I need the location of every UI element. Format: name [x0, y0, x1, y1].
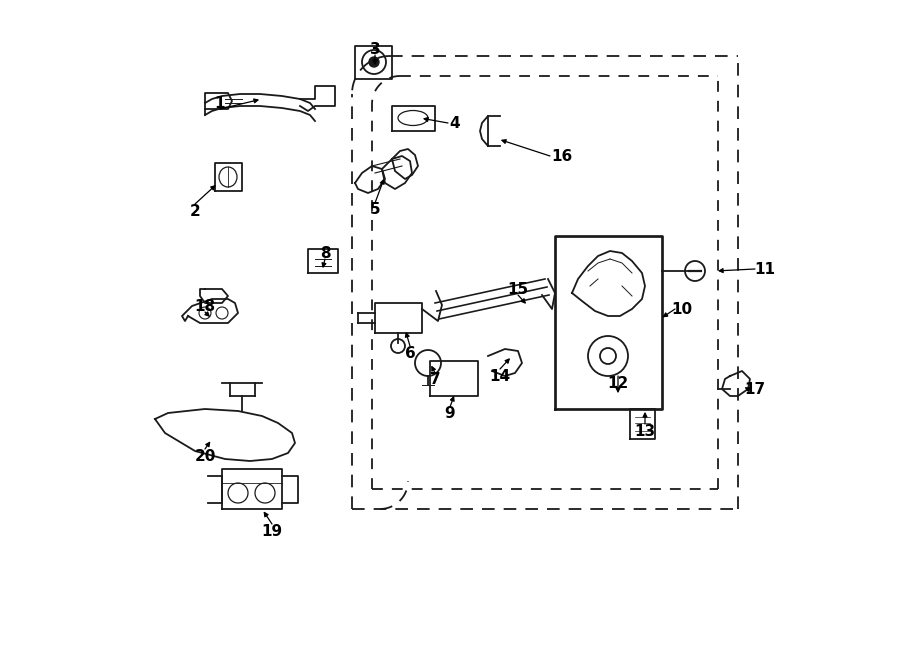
Text: 16: 16 [552, 149, 572, 163]
Text: 6: 6 [405, 346, 416, 360]
Text: 11: 11 [754, 262, 776, 276]
Text: 20: 20 [194, 449, 216, 463]
Text: 10: 10 [671, 301, 693, 317]
Text: 13: 13 [634, 424, 655, 438]
Text: 18: 18 [194, 299, 216, 313]
Text: 3: 3 [370, 42, 381, 56]
Text: 1: 1 [215, 95, 225, 110]
Circle shape [369, 57, 379, 67]
Text: 5: 5 [370, 202, 381, 217]
Text: 19: 19 [261, 524, 283, 539]
Text: 17: 17 [744, 381, 766, 397]
Text: 8: 8 [320, 245, 330, 260]
Text: 15: 15 [508, 282, 528, 297]
Text: 4: 4 [450, 116, 460, 130]
Text: 2: 2 [190, 204, 201, 219]
Text: 7: 7 [429, 371, 440, 387]
Text: 9: 9 [445, 405, 455, 420]
Text: 12: 12 [608, 375, 628, 391]
Text: 14: 14 [490, 368, 510, 383]
